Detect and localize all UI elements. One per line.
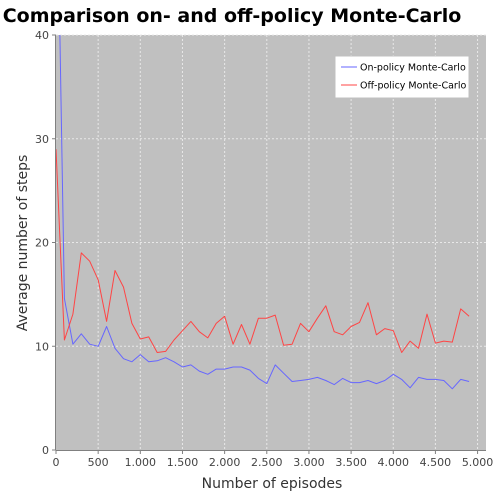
series-line-off-policy-monte-carlo [56, 149, 470, 353]
legend: On-policy Monte-Carlo Off-policy Monte-C… [334, 55, 470, 99]
y-tick-label: 10 [35, 340, 49, 353]
x-tick-label: 2.000 [209, 456, 241, 469]
y-tick-label: 20 [35, 237, 49, 250]
chart-title: Comparison on- and off-policy Monte-Carl… [3, 5, 462, 27]
x-tick-label: 0 [53, 456, 60, 469]
x-tick-label: 3.000 [293, 456, 325, 469]
plot-area [56, 35, 486, 450]
x-tick-label: 3.500 [335, 456, 367, 469]
x-tick-label: 4.500 [420, 456, 452, 469]
x-tick-label: 500 [88, 456, 109, 469]
x-tick-label: 5.000 [462, 456, 494, 469]
x-tick-label: 2.500 [251, 456, 283, 469]
x-axis-label: Number of episodes [202, 476, 343, 492]
series-line-on-policy-monte-carlo [59, 35, 470, 390]
x-tick-label: 4.000 [378, 456, 410, 469]
grid [56, 34, 486, 450]
axes: 0 500 1.000 1.500 2.000 2.500 3.000 3.500 4.000 4… [35, 29, 493, 469]
x-tick-label: 1.500 [167, 456, 199, 469]
series-layer [56, 35, 470, 390]
y-tick-label: 0 [42, 444, 49, 457]
y-tick-label: 30 [35, 133, 49, 146]
legend-label-on-policy: On-policy Monte-Carlo [360, 63, 466, 74]
y-tick-label: 40 [35, 29, 49, 42]
y-axis-label: Average number of steps [15, 155, 31, 332]
legend-box [334, 55, 470, 99]
x-tick-label: 1.000 [125, 456, 157, 469]
legend-label-off-policy: Off-policy Monte-Carlo [360, 81, 466, 92]
